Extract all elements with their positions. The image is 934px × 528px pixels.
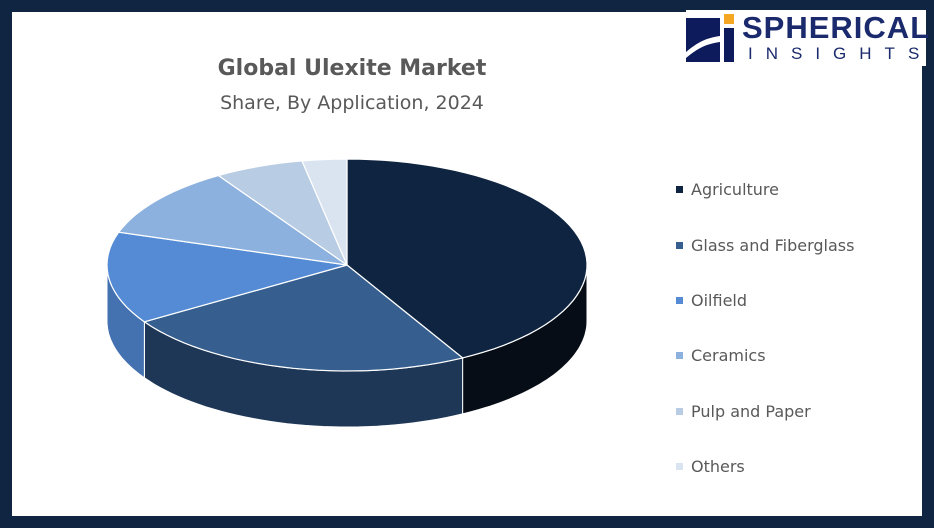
legend: Agriculture Glass and Fiberglass Oilfield C… xyxy=(676,162,854,494)
legend-swatch xyxy=(676,407,683,415)
logo-mark-icon xyxy=(686,14,734,62)
legend-item: Agriculture xyxy=(676,162,854,217)
slice-pulp-and-paper[interactable] xyxy=(216,160,349,267)
logo-text-line1: SPHERICAL xyxy=(742,10,931,45)
slice-ceramics[interactable] xyxy=(117,174,348,266)
legend-item: Glass and Fiberglass xyxy=(676,217,854,272)
legend-label: Agriculture xyxy=(691,180,779,200)
slice-oilfield[interactable] xyxy=(106,231,348,323)
slice-agriculture[interactable] xyxy=(346,158,588,359)
slice-others[interactable] xyxy=(301,158,348,266)
legend-label: Pulp and Paper xyxy=(691,401,811,421)
legend-swatch xyxy=(676,186,683,194)
chart-title: Global Ulexite Market xyxy=(217,56,487,81)
legend-item: Others xyxy=(676,439,854,494)
legend-label: Ceramics xyxy=(691,346,766,366)
logo: SPHERICAL INSIGHTS xyxy=(686,10,929,66)
chart-subtitle: Share, By Application, 2024 xyxy=(220,92,484,114)
legend-item: Pulp and Paper xyxy=(676,384,854,439)
legend-item: Oilfield xyxy=(676,273,854,328)
legend-swatch xyxy=(676,241,683,249)
logo-text-line2: INSIGHTS xyxy=(748,44,933,63)
legend-swatch xyxy=(676,296,683,304)
legend-item: Ceramics xyxy=(676,328,854,383)
legend-label: Glass and Fiberglass xyxy=(691,235,855,255)
legend-label: Oilfield xyxy=(691,290,748,310)
legend-swatch xyxy=(676,463,683,471)
slice-glass-and-fiberglass[interactable] xyxy=(142,264,464,372)
legend-label: Others xyxy=(691,457,745,477)
legend-swatch xyxy=(676,352,683,360)
